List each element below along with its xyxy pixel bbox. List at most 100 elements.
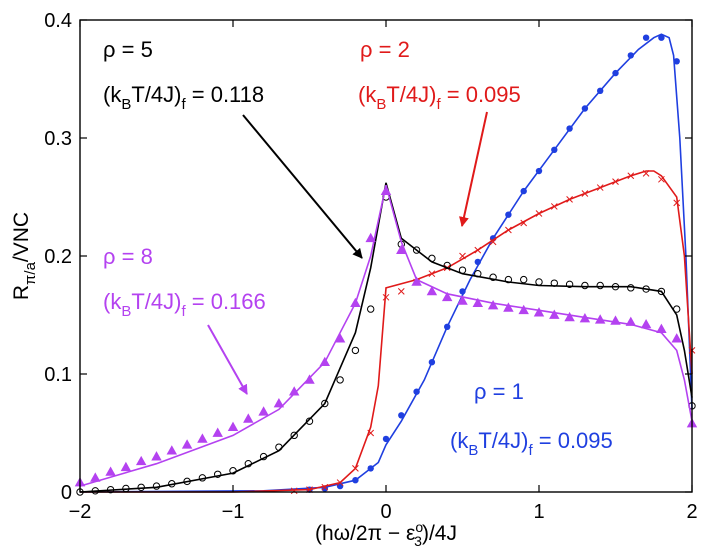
data-point — [321, 399, 329, 408]
data-point — [535, 210, 543, 217]
data-point — [135, 455, 147, 466]
data-point — [458, 266, 467, 274]
data-point — [214, 470, 222, 478]
data-point — [566, 196, 573, 203]
data-point — [611, 282, 620, 291]
data-point — [168, 480, 176, 488]
y-tick-label: 0.3 — [44, 128, 72, 150]
x-axis-label: (hω/2π − εo 3)/4J — [315, 519, 457, 549]
data-point — [91, 487, 100, 495]
annotation-rho2-label: ρ = 2 — [360, 37, 410, 62]
annotation-rho1: ρ = 1 (kBT/4J)f = 0.095 — [450, 379, 613, 459]
data-point — [518, 304, 529, 315]
data-point — [443, 261, 451, 270]
data-point — [551, 146, 558, 153]
data-point — [105, 466, 116, 476]
arrow-rho8 — [207, 324, 248, 395]
annotation-rho8-label: ρ = 8 — [103, 244, 153, 269]
ticks-layer: −2 −1 0 1 2 0 0.1 0.2 0.3 0.4 — [44, 10, 697, 523]
y-tick-label: 0 — [61, 482, 72, 504]
data-point — [152, 482, 161, 490]
data-point — [579, 313, 591, 323]
data-point — [367, 465, 374, 472]
data-point — [382, 293, 390, 301]
y-tick-label: 0.2 — [44, 246, 72, 268]
annotation-rho5: ρ = 5 (kBT/4J)f = 0.118 — [103, 37, 264, 113]
data-point — [290, 431, 298, 440]
data-point — [227, 421, 239, 431]
data-point — [336, 479, 344, 486]
data-point — [198, 474, 207, 482]
data-point — [581, 105, 589, 112]
data-point — [642, 34, 650, 41]
data-point — [612, 69, 619, 77]
data-point — [151, 451, 162, 461]
data-point — [428, 359, 436, 366]
data-point — [273, 398, 285, 408]
data-point — [259, 452, 268, 461]
data-point — [352, 465, 359, 472]
data-point — [549, 309, 560, 319]
annotation-rho5-label: ρ = 5 — [103, 37, 153, 62]
annotation-rho8: ρ = 8 (kBT/4J)f = 0.166 — [103, 244, 266, 320]
data-point — [367, 429, 375, 437]
series-3 — [74, 184, 698, 487]
data-point — [411, 276, 422, 286]
data-point — [520, 187, 527, 195]
data-point — [505, 226, 512, 234]
data-point — [487, 300, 499, 310]
data-point — [397, 288, 405, 295]
annotation-rho5-kt: (kBT/4J)f = 0.118 — [103, 82, 264, 113]
data-point — [457, 295, 468, 305]
data-point — [459, 288, 466, 295]
y-tick-label: 0.4 — [44, 10, 72, 32]
annotation-rho8-kt: (kBT/4J)f = 0.166 — [103, 289, 266, 320]
data-point — [612, 178, 619, 186]
data-point — [489, 273, 497, 281]
data-point — [244, 459, 253, 468]
data-point — [550, 203, 558, 210]
data-point — [565, 280, 574, 289]
data-point — [258, 406, 269, 416]
data-point — [581, 190, 589, 197]
data-point — [640, 318, 652, 329]
data-point — [673, 199, 681, 207]
data-point — [181, 439, 193, 449]
annotation-rho2-kt: (kBT/4J)f = 0.095 — [358, 82, 521, 113]
data-point — [183, 477, 191, 486]
data-point — [474, 246, 482, 254]
data-point — [304, 374, 315, 384]
plot-frame — [79, 19, 693, 493]
data-point — [413, 388, 420, 395]
data-point — [581, 281, 589, 290]
x-tick-label: 1 — [533, 501, 544, 523]
annotation-rho1-kt: (kBT/4J)f = 0.095 — [450, 428, 613, 459]
y-axis-label: Rπ/a/VNC — [10, 212, 39, 300]
series-line — [80, 170, 693, 493]
data-point — [627, 284, 635, 292]
data-point — [229, 467, 237, 475]
data-point — [106, 485, 115, 494]
data-point — [352, 477, 359, 484]
data-point — [428, 270, 436, 278]
data-point — [566, 125, 573, 132]
data-point — [520, 275, 528, 284]
annotation-rho1-label: ρ = 1 — [474, 379, 524, 404]
data-point — [212, 427, 223, 437]
data-point — [90, 472, 101, 482]
data-point — [459, 252, 466, 260]
data-point — [535, 167, 543, 175]
data-point — [243, 413, 254, 423]
data-point — [334, 333, 346, 343]
data-point — [596, 184, 604, 191]
data-point — [656, 323, 667, 334]
arrow-rho5 — [242, 114, 363, 259]
data-point — [657, 287, 666, 296]
data-point — [350, 297, 361, 308]
data-point — [550, 279, 558, 287]
data-point — [504, 275, 513, 284]
data-point — [594, 314, 606, 324]
data-point — [197, 433, 208, 443]
data-point — [658, 34, 665, 41]
